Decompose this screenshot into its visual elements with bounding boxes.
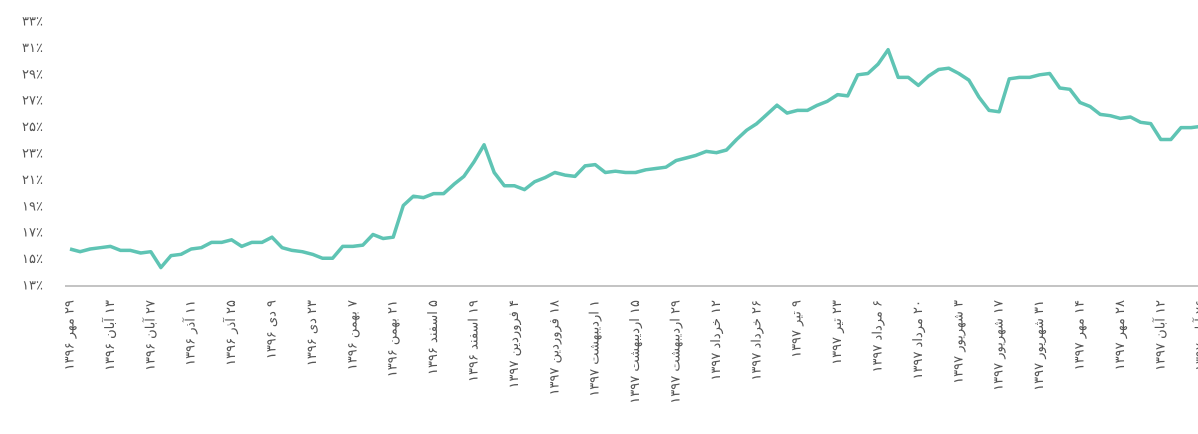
x-tick-label: ۶ مرداد ۱۳۹۷ bbox=[871, 300, 886, 373]
y-tick-label: ۲۱٪ bbox=[22, 173, 43, 188]
x-tick-label: ۲۷ آبان ۱۳۹۶ bbox=[141, 300, 158, 371]
y-tick-label: ۱۹٪ bbox=[22, 199, 43, 214]
x-tick-label: ۹ دی ۱۳۹۶ bbox=[265, 300, 280, 359]
x-tick-label: ۲۸ مهر ۱۳۹۷ bbox=[1113, 300, 1128, 370]
x-tick-label: ۱۱ آذر ۱۳۹۶ bbox=[182, 300, 199, 366]
y-tick-label: ۳۳٪ bbox=[22, 15, 43, 30]
x-tick-label: ۹ تیر ۱۳۹۷ bbox=[790, 300, 805, 358]
x-tick-label: ۱۳ آبان ۱۳۹۶ bbox=[101, 300, 118, 371]
x-tick-label: ۱۴ مهر ۱۳۹۷ bbox=[1073, 300, 1088, 370]
y-tick-label: ۲۵٪ bbox=[22, 120, 43, 135]
y-tick-label: ۲۷٪ bbox=[22, 94, 43, 109]
y-tick-label: ۱۷٪ bbox=[22, 226, 43, 241]
x-tick-label: ۱۲ آبان ۱۳۹۷ bbox=[1151, 300, 1168, 371]
x-tick-label: ۱۷ شهریور ۱۳۹۷ bbox=[992, 300, 1007, 391]
x-tick-label: ۵ اسفند ۱۳۹۶ bbox=[426, 300, 441, 375]
x-tick-label: ۱ اردیبهشت ۱۳۹۷ bbox=[588, 300, 603, 397]
y-tick-label: ۳۱٪ bbox=[22, 41, 43, 56]
x-tick-label: ۱۸ فروردین ۱۳۹۷ bbox=[547, 300, 562, 395]
x-tick-label: ۱۲ خرداد ۱۳۹۷ bbox=[709, 300, 724, 381]
x-tick-label: ۱۵ اردیبهشت ۱۳۹۷ bbox=[628, 300, 643, 404]
x-tick-label: ۲۳ تیر ۱۳۹۷ bbox=[830, 300, 845, 365]
x-tick-label: ۲۹ اردیبهشت ۱۳۹۷ bbox=[669, 300, 684, 404]
x-tick-label: ۲۱ بهمن ۱۳۹۶ bbox=[386, 300, 401, 377]
x-tick-label: ۲۰ مرداد ۱۳۹۷ bbox=[911, 300, 926, 380]
x-tick-label: ۲۹ مهر ۱۳۹۶ bbox=[63, 300, 78, 370]
x-tick-label: ۱۹ اسفند ۱۳۹۶ bbox=[467, 300, 482, 382]
y-tick-label: ۲۹٪ bbox=[22, 67, 43, 82]
x-tick-label: ۷ بهمن ۱۳۹۶ bbox=[345, 300, 360, 370]
x-tick-label: ۴ فروردین ۱۳۹۷ bbox=[507, 300, 522, 388]
x-tick-label: ۳ شهریور ۱۳۹۷ bbox=[951, 300, 966, 384]
y-tick-label: ۱۵٪ bbox=[22, 252, 43, 267]
x-tick-label: ۲۳ دی ۱۳۹۶ bbox=[305, 300, 320, 366]
y-tick-label: ۱۳٪ bbox=[22, 279, 43, 294]
x-tick-label: ۳۱ شهریور ۱۳۹۷ bbox=[1032, 300, 1047, 391]
x-tick-label: ۲۶ خرداد ۱۳۹۷ bbox=[749, 300, 764, 381]
data-line bbox=[69, 47, 1198, 270]
x-tick-label: ۲۶ آبان ۱۳۹۷ bbox=[1192, 300, 1198, 371]
y-tick-label: ۲۳٪ bbox=[22, 147, 43, 162]
x-tick-label: ۲۵ آذر ۱۳۹۶ bbox=[222, 300, 239, 366]
